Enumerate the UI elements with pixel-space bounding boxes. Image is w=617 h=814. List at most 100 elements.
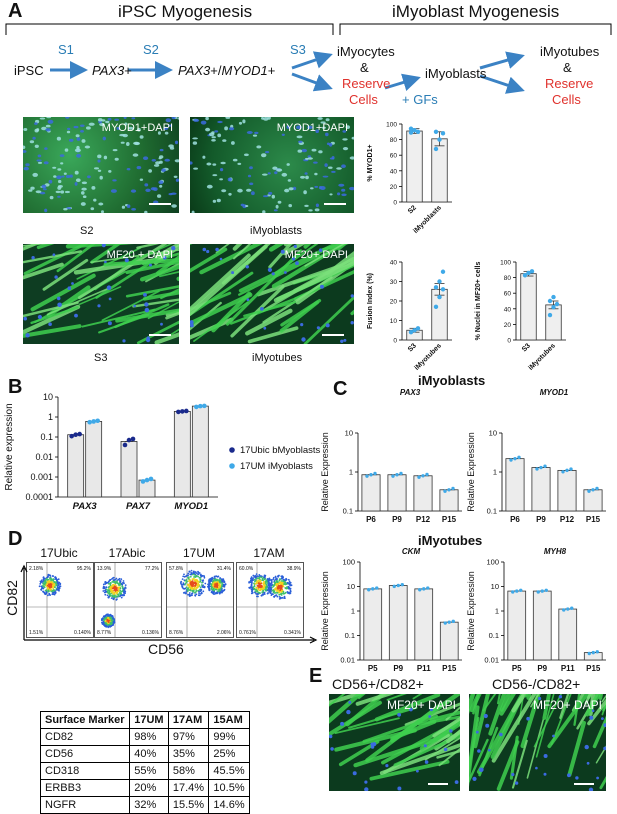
facs-title: 17UM (166, 546, 232, 560)
nucleus-dot (82, 182, 87, 185)
y-tick-label: 10 (491, 582, 499, 591)
bar (389, 585, 407, 660)
nucleus-dot (300, 323, 303, 326)
nucleus-dot (91, 207, 95, 210)
nucleus-dot (76, 154, 81, 158)
facs-axes-arrows (0, 560, 320, 660)
y-tick-label: 1 (48, 412, 53, 422)
nucleus-dot (329, 735, 332, 739)
y-tick-label: 0.1 (489, 631, 499, 640)
nucleus-dot (385, 764, 388, 767)
data-point (588, 652, 591, 655)
nucleus-dot (317, 326, 320, 329)
nucleus-dot (349, 187, 354, 190)
y-tick-label: 0 (393, 200, 397, 207)
nucleus-dot (428, 715, 431, 718)
nucleus-dot (201, 121, 207, 125)
data-point (426, 586, 429, 589)
data-point (551, 295, 555, 299)
data-point (537, 590, 540, 593)
table-cell: 25% (209, 746, 250, 763)
nucleus-dot (60, 154, 65, 157)
nucleus-dot (193, 141, 197, 144)
nucleus-dot (23, 317, 27, 321)
y-tick-label: 10 (345, 429, 353, 438)
y-axis-label: Relative Expression (320, 432, 330, 512)
flow-reserve-2: Reserve (545, 76, 593, 91)
data-point (543, 465, 546, 468)
nucleus-dot (314, 173, 317, 176)
data-point (437, 137, 441, 141)
myotube-fiber (469, 707, 478, 789)
nucleus-dot (261, 117, 264, 120)
nucleus-dot (222, 139, 226, 142)
nucleus-dot (202, 156, 205, 159)
table-cell: 99% (209, 729, 250, 746)
flow-amp-1: & (360, 60, 369, 75)
nucleus-dot (176, 179, 179, 182)
nucleus-dot (262, 210, 265, 213)
nucleus-dot (23, 150, 27, 153)
x-tick-label: P11 (417, 664, 431, 673)
nucleus-dot (303, 190, 307, 194)
panel-d-letter: D (8, 528, 22, 551)
data-point (176, 410, 181, 415)
legend-marker (229, 447, 235, 453)
nucleus-dot (38, 315, 42, 319)
nucleus-dot (601, 717, 604, 720)
x-tick-label: P9 (393, 664, 403, 673)
data-point (375, 586, 378, 589)
nucleus-dot (248, 175, 251, 178)
nucleus-dot (472, 777, 476, 781)
nucleus-dot (46, 117, 51, 118)
data-point (451, 487, 454, 490)
flow-cells-2: Cells (552, 92, 581, 107)
nucleus-dot (249, 166, 253, 169)
nucleus-dot (31, 256, 34, 259)
nucleus-dot (224, 126, 228, 130)
nucleus-dot (416, 770, 419, 773)
bar (558, 470, 576, 511)
x-tick-label: P5 (368, 664, 378, 673)
data-point (452, 620, 455, 623)
nucleus-dot (276, 205, 279, 209)
nucleus-dot (121, 142, 125, 144)
nucleus-dot (35, 145, 39, 148)
y-tick-label: 20 (390, 184, 398, 191)
bar (440, 622, 458, 660)
nucleus-dot (314, 186, 318, 188)
nucleus-dot (330, 747, 334, 751)
nucleus-dot (58, 185, 63, 188)
nucleus-dot (44, 209, 47, 213)
nucleus-dot (272, 272, 275, 275)
x-tick-label: S2 (407, 204, 418, 215)
nucleus-dot (329, 193, 332, 195)
nucleus-dot (256, 145, 261, 148)
table-header-row: Surface Marker 17UM 17AM 15AM (41, 712, 250, 729)
nucleus-dot (298, 141, 302, 143)
nucleus-dot (353, 771, 357, 775)
nucleus-dot (326, 323, 330, 327)
nucleus-dot (328, 167, 333, 169)
nucleus-dot (28, 189, 32, 191)
nucleus-dot (144, 302, 148, 306)
nucleus-dot (133, 153, 139, 156)
data-point (545, 589, 548, 592)
nucleus-dot (75, 149, 81, 153)
nucleus-dot (589, 716, 593, 720)
facs-title: 17Abic (94, 546, 160, 560)
nucleus-dot (50, 196, 54, 199)
x-tick-label: P15 (442, 664, 457, 673)
x-tick-label: P15 (586, 515, 601, 524)
nucleus-dot (81, 188, 86, 191)
nucleus-dot (193, 119, 199, 122)
nucleus-dot (65, 148, 69, 151)
nucleus-dot (263, 195, 268, 197)
nucleus-dot (161, 168, 166, 172)
nucleus-dot (215, 248, 219, 252)
data-point (373, 472, 376, 475)
facs-title: 17AM (236, 546, 302, 560)
nucleus-dot (145, 308, 150, 313)
